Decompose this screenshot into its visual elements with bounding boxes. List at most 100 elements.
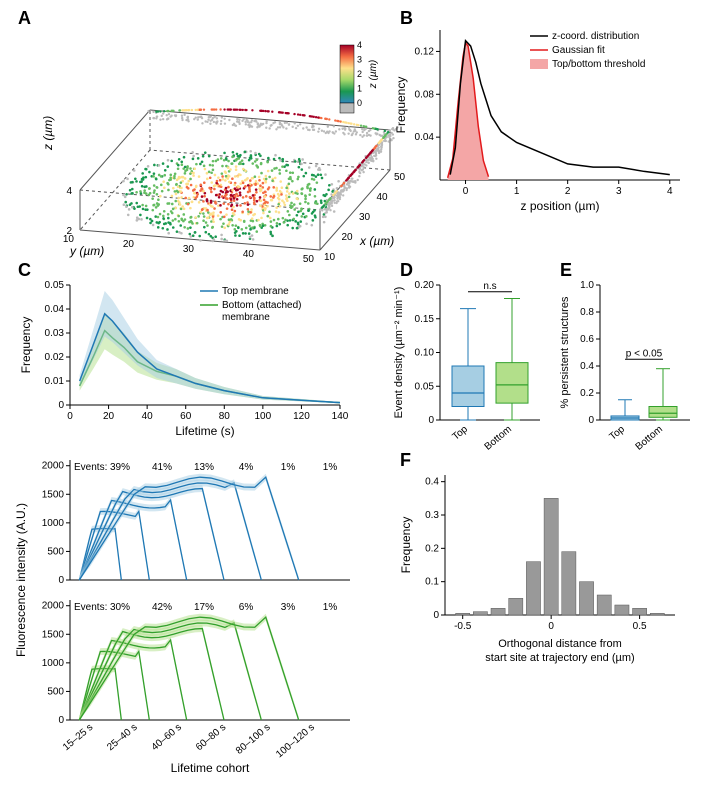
panel-C-cohort: 0500100015002000Events:39%41%13%4%1%1% [42, 460, 350, 586]
svg-text:1%: 1% [281, 462, 296, 473]
svg-text:1.0: 1.0 [580, 280, 594, 291]
svg-text:6%: 6% [239, 602, 254, 613]
svg-text:0.2: 0.2 [425, 543, 439, 554]
svg-text:x (µm): x (µm) [359, 234, 394, 248]
svg-text:Top/bottom threshold: Top/bottom threshold [552, 59, 645, 70]
svg-text:100–120 s: 100–120 s [274, 722, 317, 760]
svg-text:13%: 13% [194, 462, 214, 473]
svg-text:0: 0 [58, 575, 64, 586]
svg-text:50: 50 [303, 254, 315, 265]
svg-text:Fluorescence intensity (A.U.): Fluorescence intensity (A.U.) [14, 503, 28, 657]
svg-text:120: 120 [293, 411, 310, 422]
figure-svg: x (µm)y (µm)z (µm)1020304050102030405042… [0, 0, 712, 804]
svg-text:Frequency: Frequency [19, 317, 33, 374]
svg-text:membrane: membrane [222, 312, 270, 323]
svg-text:0.10: 0.10 [415, 348, 435, 359]
panel-label-C: C [18, 260, 31, 281]
svg-text:2: 2 [357, 69, 362, 79]
svg-text:500: 500 [47, 686, 64, 697]
panel-label-B: B [400, 8, 413, 29]
svg-text:0.04: 0.04 [45, 304, 65, 315]
svg-text:42%: 42% [152, 602, 172, 613]
svg-text:4: 4 [66, 186, 72, 197]
svg-text:0: 0 [58, 400, 64, 411]
svg-text:Lifetime cohort: Lifetime cohort [171, 761, 250, 775]
panel-label-A: A [18, 8, 31, 29]
svg-text:20: 20 [342, 232, 354, 243]
svg-text:Orthogonal distance from: Orthogonal distance from [498, 638, 622, 650]
svg-text:0.6: 0.6 [580, 334, 594, 345]
svg-text:Frequency: Frequency [394, 77, 408, 134]
svg-text:60–80 s: 60–80 s [194, 722, 228, 753]
svg-text:0.02: 0.02 [45, 352, 65, 363]
svg-text:3: 3 [357, 55, 362, 65]
svg-text:140: 140 [332, 411, 349, 422]
svg-text:20: 20 [123, 239, 135, 250]
svg-text:2: 2 [565, 186, 571, 197]
svg-text:0.03: 0.03 [45, 328, 65, 339]
svg-text:Lifetime (s): Lifetime (s) [175, 424, 234, 438]
svg-text:1000: 1000 [42, 658, 65, 669]
svg-text:0.1: 0.1 [425, 577, 439, 588]
svg-text:10: 10 [324, 252, 336, 263]
svg-text:0.04: 0.04 [415, 132, 435, 143]
svg-text:Bottom (attached): Bottom (attached) [222, 300, 301, 311]
svg-text:0: 0 [588, 415, 594, 426]
svg-text:Event density (µm⁻² min⁻¹): Event density (µm⁻² min⁻¹) [393, 287, 405, 419]
svg-text:Frequency: Frequency [399, 517, 413, 574]
svg-text:0.05: 0.05 [45, 280, 65, 291]
svg-text:0.01: 0.01 [45, 376, 65, 387]
svg-text:0.12: 0.12 [415, 46, 435, 57]
panel-A: x (µm)y (µm)z (µm)1020304050102030405042… [41, 40, 406, 265]
svg-text:% persistent structures: % persistent structures [559, 296, 571, 408]
svg-text:80–100 s: 80–100 s [234, 722, 273, 757]
svg-text:0.15: 0.15 [415, 314, 435, 325]
svg-text:0.3: 0.3 [425, 510, 439, 521]
svg-text:z (µm): z (µm) [368, 60, 379, 90]
svg-text:0: 0 [67, 411, 73, 422]
svg-text:Events:: Events: [74, 602, 107, 613]
svg-text:1500: 1500 [42, 629, 65, 640]
svg-text:4: 4 [667, 186, 673, 197]
panel-C-cohort: 0500100015002000Events:30%42%17%6%3%1%15… [42, 600, 350, 775]
svg-text:41%: 41% [152, 462, 172, 473]
svg-text:2: 2 [66, 226, 72, 237]
svg-text:z position (µm): z position (µm) [521, 199, 600, 213]
svg-text:50: 50 [394, 172, 406, 183]
svg-text:39%: 39% [110, 462, 130, 473]
svg-text:0: 0 [357, 98, 362, 108]
panel-B: 012340.040.080.12z position (µm)Frequenc… [394, 30, 680, 213]
svg-text:40: 40 [377, 192, 389, 203]
svg-text:4%: 4% [239, 462, 254, 473]
svg-text:0: 0 [433, 610, 439, 621]
svg-text:z-coord. distribution: z-coord. distribution [552, 31, 639, 42]
svg-text:1%: 1% [323, 462, 338, 473]
svg-text:Gaussian fit: Gaussian fit [552, 45, 605, 56]
svg-text:4: 4 [357, 40, 362, 50]
panel-D: 00.050.100.150.20TopBottomEvent density … [393, 280, 540, 453]
panel-F: 00.10.20.30.4-0.500.5FrequencyOrthogonal… [399, 475, 675, 664]
svg-text:n.s: n.s [483, 281, 496, 292]
svg-text:1: 1 [514, 186, 520, 197]
svg-text:30: 30 [359, 212, 371, 223]
svg-text:80: 80 [219, 411, 231, 422]
svg-text:2000: 2000 [42, 601, 65, 612]
svg-text:0.2: 0.2 [580, 388, 594, 399]
svg-text:2000: 2000 [42, 461, 65, 472]
svg-text:Top: Top [451, 424, 471, 443]
panel-label-E: E [560, 260, 572, 281]
svg-text:20: 20 [103, 411, 115, 422]
svg-text:3%: 3% [281, 602, 296, 613]
svg-text:Bottom: Bottom [634, 424, 665, 453]
svg-text:Top membrane: Top membrane [222, 286, 289, 297]
svg-text:0.8: 0.8 [580, 307, 594, 318]
svg-text:60: 60 [180, 411, 192, 422]
svg-text:start site at trajectory end (: start site at trajectory end (µm) [485, 652, 634, 664]
panel-E: 00.20.40.60.81.0TopBottom% persistent st… [559, 280, 690, 453]
svg-text:0.4: 0.4 [425, 477, 439, 488]
svg-text:0.4: 0.4 [580, 361, 594, 372]
svg-text:25–40 s: 25–40 s [105, 722, 139, 753]
svg-text:40–60 s: 40–60 s [150, 722, 184, 753]
svg-text:p < 0.05: p < 0.05 [626, 348, 663, 359]
svg-text:0: 0 [58, 715, 64, 726]
